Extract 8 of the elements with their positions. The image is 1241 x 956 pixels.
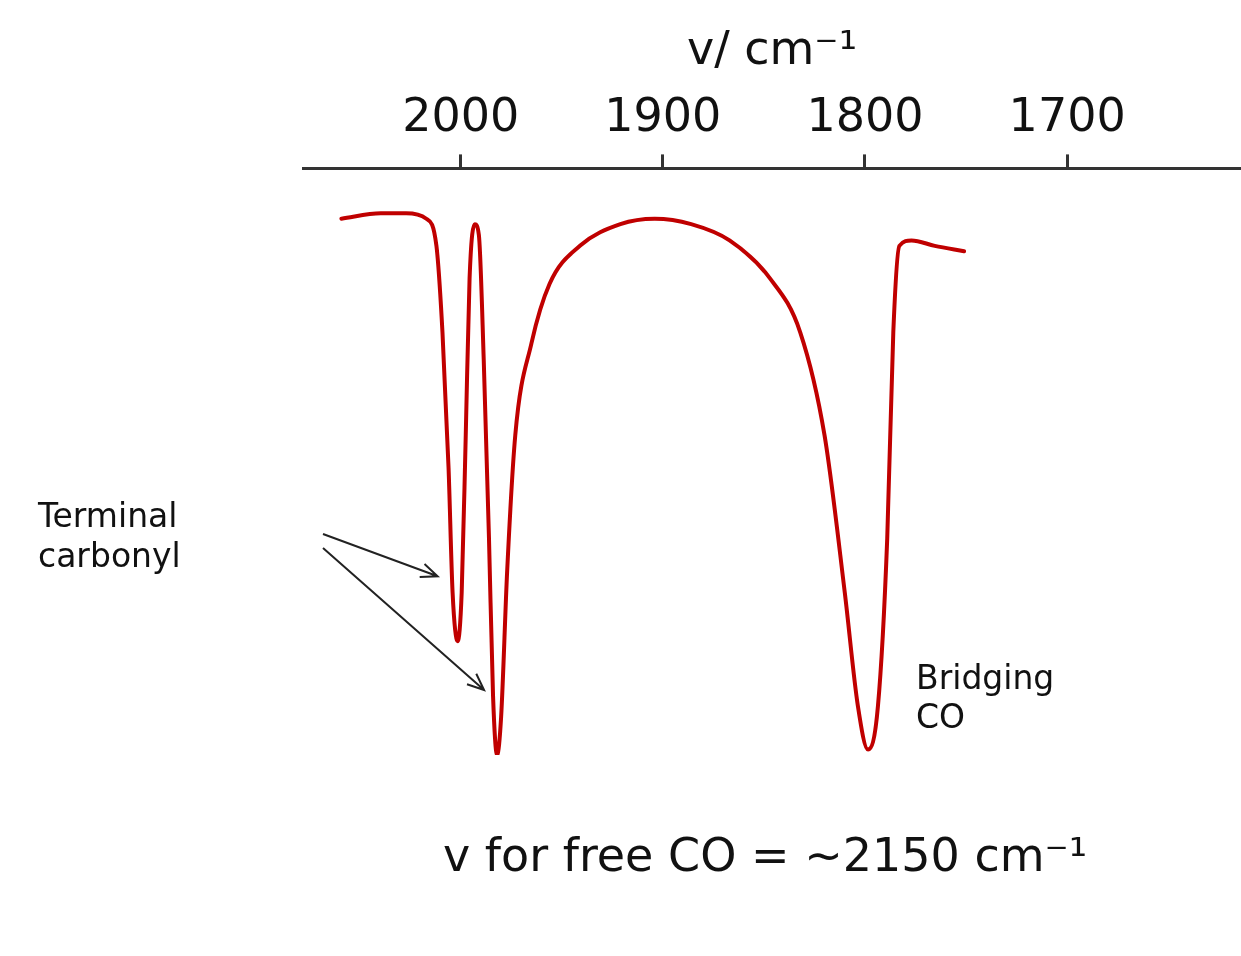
- x-tick-label: 1900: [604, 87, 722, 142]
- x-axis-title: v/ cm⁻¹: [686, 20, 858, 75]
- x-tick-label: 1800: [806, 87, 924, 142]
- x-tick-label: 2000: [402, 87, 520, 142]
- annotation: Bridging CO: [916, 657, 1056, 737]
- text: v for free CO = ~2150 cm⁻¹: [443, 828, 1089, 884]
- x-tick-label: 1700: [1008, 87, 1126, 142]
- text: Terminal carbonyl: [38, 496, 182, 576]
